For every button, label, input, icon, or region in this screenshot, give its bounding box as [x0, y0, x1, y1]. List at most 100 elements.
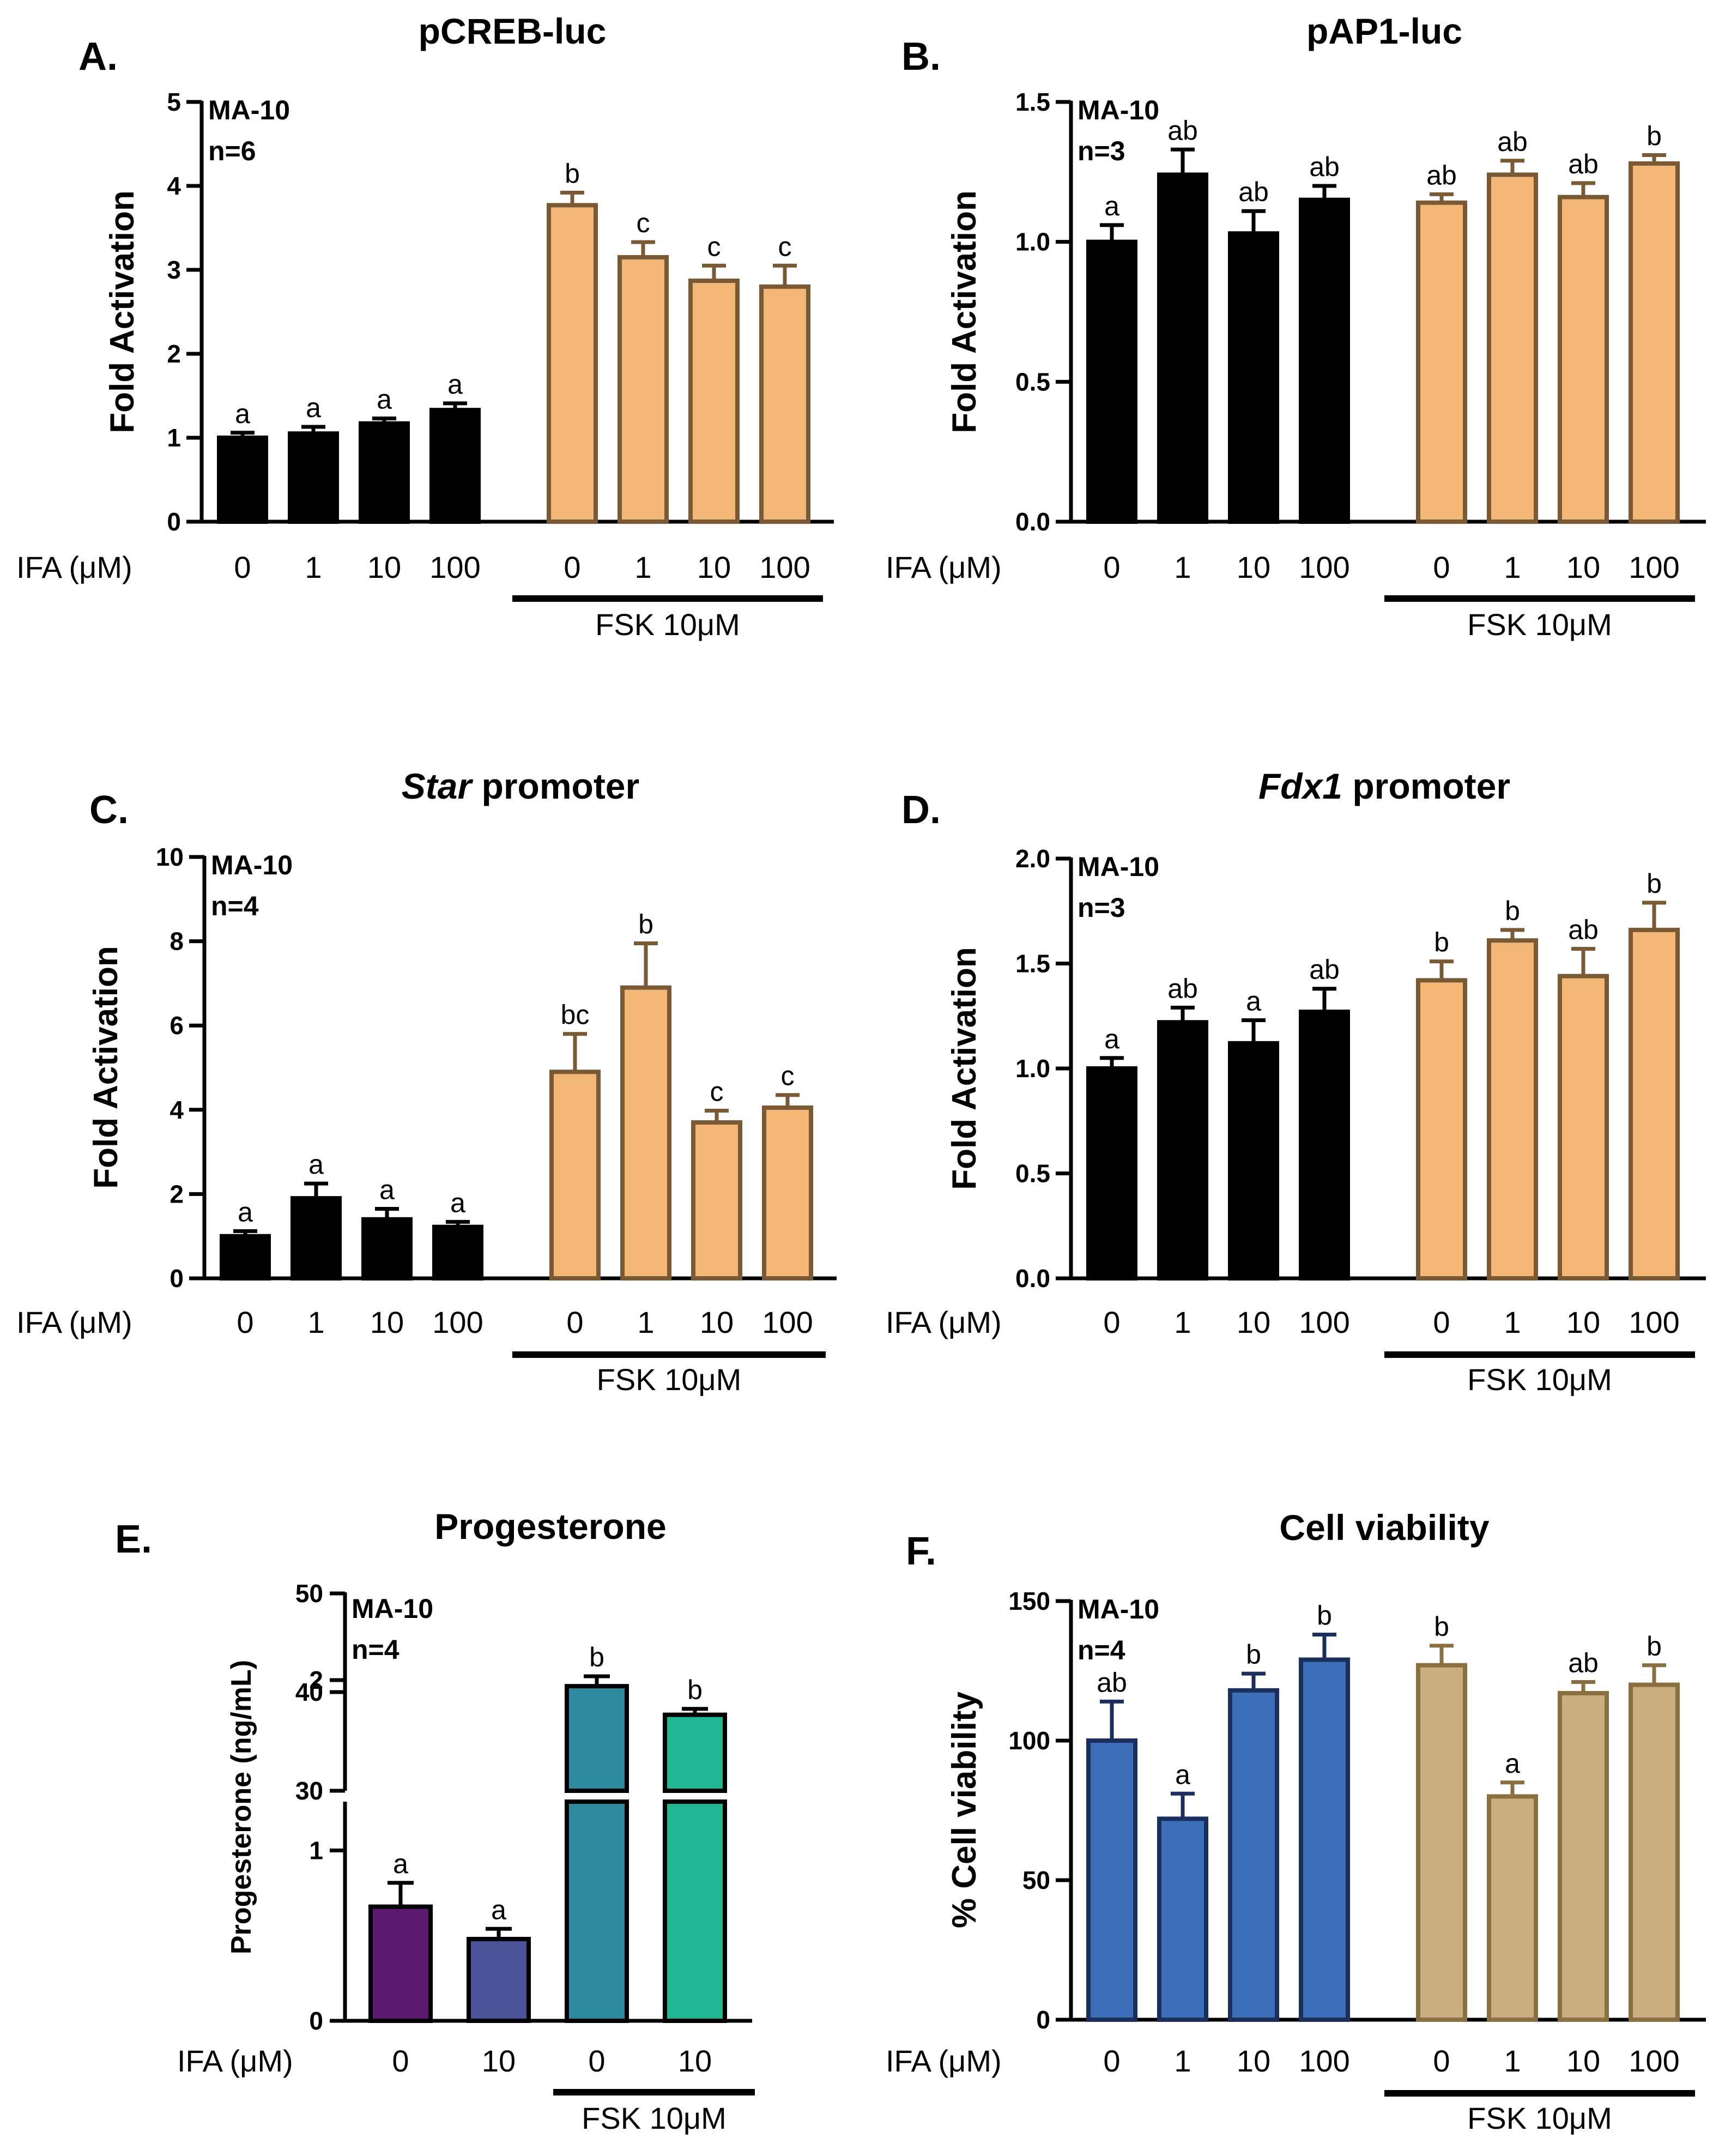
- x-axis-prefix: IFA (μM): [886, 550, 1002, 584]
- bar: [1228, 1041, 1279, 1281]
- significance-letter: c: [778, 231, 792, 262]
- y-axis-label: Fold Activation: [87, 946, 125, 1188]
- x-tick-label: 10: [1566, 1305, 1600, 1339]
- significance-letter: bc: [561, 1000, 590, 1030]
- n-label: n=4: [1078, 1635, 1125, 1665]
- chart-title: Star promoter: [402, 766, 639, 806]
- significance-letter: a: [1104, 1024, 1119, 1054]
- x-tick-label: 1: [1174, 1305, 1191, 1339]
- y-tick-label: 0.5: [1015, 1159, 1050, 1188]
- bar: [359, 421, 410, 524]
- bar: [432, 1224, 483, 1281]
- x-tick-label: 0: [392, 2044, 409, 2078]
- significance-letter: ab: [1568, 915, 1599, 945]
- bar: [1299, 1010, 1350, 1281]
- n-label: n=4: [211, 891, 259, 921]
- x-tick-label: 100: [1629, 1305, 1679, 1339]
- bar: [1487, 172, 1538, 524]
- chart-title: Cell viability: [1279, 1507, 1489, 1548]
- x-tick-label: 0: [564, 550, 580, 584]
- chart-title: pCREB-luc: [419, 11, 607, 51]
- x-tick-label: 0: [1433, 2044, 1450, 2078]
- panel-F: F.Cell viability% Cell viability05010015…: [886, 1507, 1706, 2135]
- bar: [1487, 1794, 1538, 2022]
- y-tick-label: 6: [170, 1011, 184, 1040]
- significance-letter: b: [1246, 1639, 1261, 1670]
- y-tick-label: 0.5: [1015, 367, 1050, 396]
- cell-line-label: MA-10: [208, 95, 290, 125]
- significance-letter: b: [1647, 1631, 1662, 1662]
- significance-letter: b: [589, 1642, 604, 1672]
- bar: [1086, 1738, 1137, 2022]
- cell-line-label: MA-10: [1078, 95, 1159, 125]
- bar: [1487, 938, 1538, 1281]
- x-tick-label: 1: [634, 550, 651, 584]
- significance-letter: b: [638, 909, 653, 939]
- x-tick-label: 1: [1504, 2044, 1521, 2078]
- y-tick-label: 1: [167, 424, 181, 452]
- chart-title: Progesterone: [434, 1506, 666, 1547]
- x-tick-label: 10: [678, 2044, 712, 2078]
- x-tick-label: 10: [482, 2044, 516, 2078]
- x-axis-prefix: IFA (μM): [886, 2044, 1002, 2078]
- significance-letter: b: [687, 1675, 703, 1705]
- significance-letter: a: [447, 369, 463, 400]
- panel-B: B. pAP1-luc Fold Activation 0.0 0.5 1.0 1.5 MA-…: [886, 11, 1706, 642]
- x-tick-label: 0: [1433, 550, 1450, 584]
- x-tick-label: 10: [1237, 550, 1270, 584]
- bar: [220, 1234, 271, 1281]
- x-axis-prefix: IFA (μM): [886, 1305, 1002, 1339]
- bar: [618, 255, 669, 524]
- bar: [691, 1120, 742, 1281]
- significance-letter: ab: [1497, 126, 1528, 157]
- bar: [549, 1070, 601, 1281]
- x-tick-label: 0: [1103, 1305, 1120, 1339]
- significance-letter: a: [377, 384, 392, 415]
- x-tick-label: 10: [697, 550, 731, 584]
- significance-letter: ab: [1309, 152, 1340, 182]
- n-label: n=4: [352, 1634, 400, 1665]
- fsk-group-label: FSK 10μM: [582, 2101, 727, 2135]
- y-tick-label: 2: [170, 1180, 184, 1208]
- bar: [565, 1799, 629, 2023]
- significance-letter: c: [781, 1061, 795, 1091]
- panel-label: D.: [901, 788, 941, 832]
- chart-title-italic: Fdx1: [1258, 766, 1342, 806]
- panel-label: F.: [906, 1530, 936, 1573]
- significance-letter: a: [308, 1149, 324, 1180]
- chart-title-rest: promoter: [1342, 766, 1510, 806]
- significance-letter: ab: [1309, 955, 1340, 985]
- significance-letter: a: [1505, 1748, 1520, 1779]
- cell-line-label: MA-10: [1078, 851, 1159, 882]
- y-tick-label: 0: [309, 2007, 323, 2035]
- bar: [1157, 1816, 1208, 2022]
- y-axis-label: Fold Activation: [946, 947, 983, 1189]
- fsk-group-label: FSK 10μM: [597, 1362, 742, 1397]
- x-tick-label: 0: [237, 1305, 253, 1339]
- x-tick-label: 0: [1103, 550, 1120, 584]
- bar: [1416, 1663, 1467, 2022]
- bar: [217, 436, 268, 524]
- panel-D: D. Fdx1 promoter Fold Activation 0.0 0.5 1.0 1…: [886, 766, 1706, 1397]
- bar: [688, 279, 740, 524]
- bar: [1416, 200, 1467, 524]
- significance-letter: b: [1434, 1611, 1449, 1642]
- significance-letter: c: [637, 208, 650, 238]
- significance-letter: a: [306, 392, 321, 423]
- bar: [1086, 239, 1137, 524]
- y-tick-label: 4: [167, 172, 181, 200]
- bar: [467, 1937, 531, 2023]
- y-tick-label: 1.0: [1015, 1054, 1050, 1083]
- x-tick-label: 100: [1299, 1305, 1349, 1339]
- panel-label: A.: [78, 35, 118, 78]
- significance-letter: b: [1647, 121, 1662, 152]
- x-tick-label: 10: [700, 1305, 734, 1339]
- significance-letter: ab: [1426, 160, 1457, 190]
- x-tick-label: 10: [1566, 2044, 1600, 2078]
- x-tick-label: 100: [1629, 2044, 1679, 2078]
- y-axis-label: Fold Activation: [104, 190, 141, 433]
- significance-letter: ab: [1167, 973, 1198, 1004]
- significance-letter: c: [707, 231, 721, 262]
- y-tick-label: 50: [1022, 1866, 1050, 1894]
